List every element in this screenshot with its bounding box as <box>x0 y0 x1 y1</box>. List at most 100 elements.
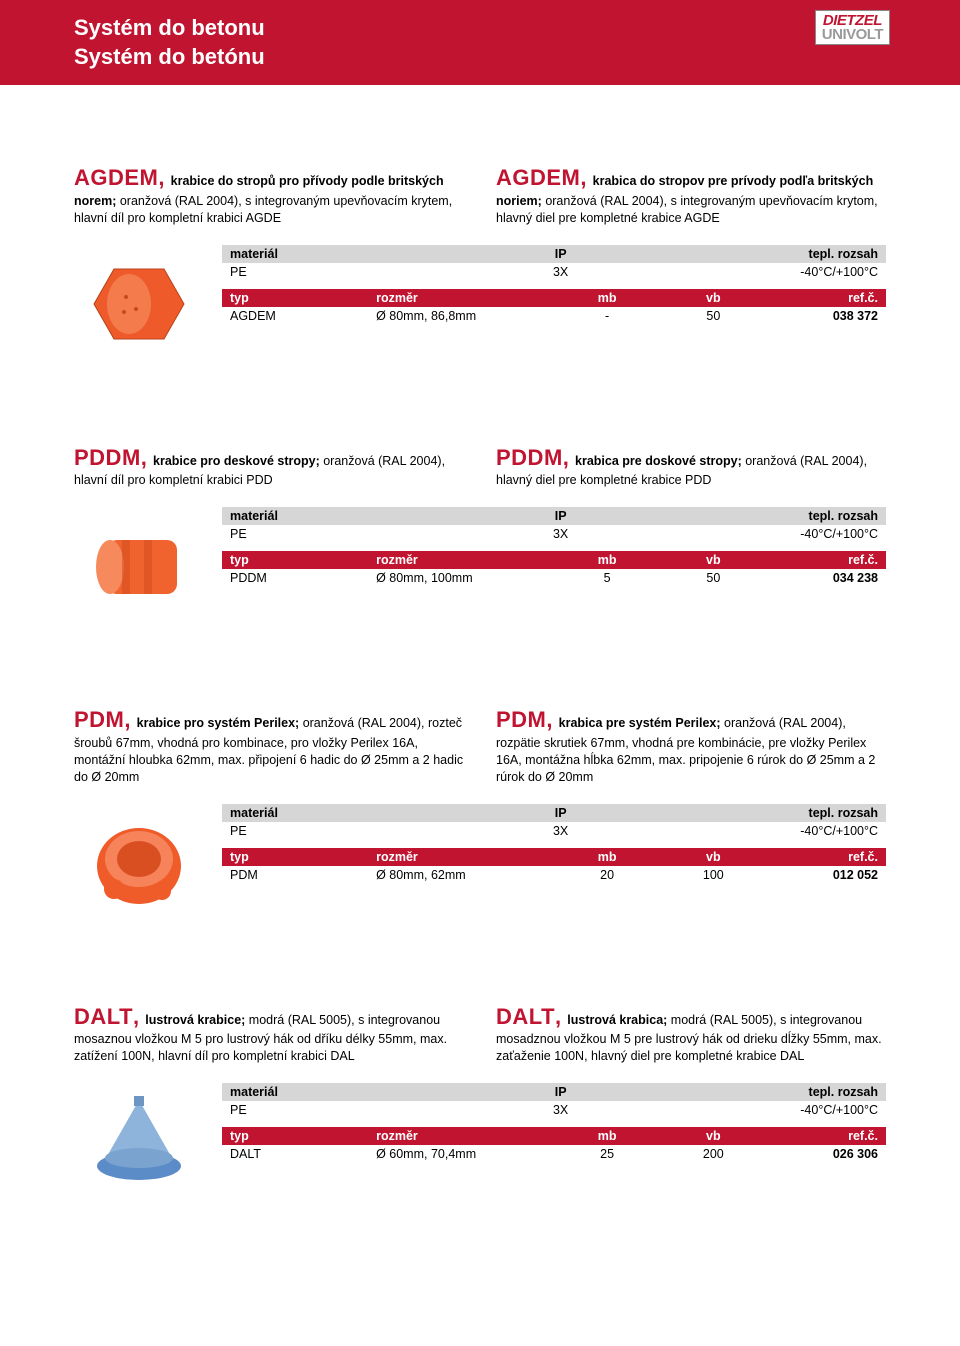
cell-vb: 200 <box>660 1145 766 1163</box>
col-rozmer: rozměr <box>368 551 554 569</box>
cell-mb: 20 <box>554 866 660 884</box>
cell-material: PE <box>222 263 461 281</box>
material-table: materiál IP tepl. rozsah PE 3X -40°C/+10… <box>222 245 886 281</box>
col-temp: tepl. rozsah <box>660 507 886 525</box>
product-image <box>74 507 204 627</box>
product-code: PDM <box>74 707 124 732</box>
table-row: AGDEM Ø 80mm, 86,8mm - 50 038 372 <box>222 307 886 325</box>
brand-logo: DIETZEL UNIVOLT <box>815 10 890 45</box>
cell-material: PE <box>222 822 461 840</box>
col-ip: IP <box>461 245 660 263</box>
cell-rozmer: Ø 80mm, 62mm <box>368 866 554 884</box>
cell-temp: -40°C/+100°C <box>660 822 886 840</box>
product-code: PDM <box>496 707 546 732</box>
product-body: materiál IP tepl. rozsah PE 3X -40°C/+10… <box>74 804 886 924</box>
description-cz: PDM, krabice pro systém Perilex; oranžov… <box>74 705 464 785</box>
col-ip: IP <box>461 804 660 822</box>
table-row: PE 3X -40°C/+100°C <box>222 263 886 281</box>
cell-typ: AGDEM <box>222 307 368 325</box>
cell-mb: 5 <box>554 569 660 587</box>
col-temp: tepl. rozsah <box>660 245 886 263</box>
spec-table: typ rozměr mb vb ref.č. AGDEM Ø 80mm, 86… <box>222 289 886 325</box>
col-ip: IP <box>461 1083 660 1101</box>
spec-table: typ rozměr mb vb ref.č. PDM Ø 80mm, 62mm… <box>222 848 886 884</box>
col-vb: vb <box>660 848 766 866</box>
description-row: DALT, lustrová krabice; modrá (RAL 5005)… <box>74 1002 886 1065</box>
cell-temp: -40°C/+100°C <box>660 525 886 543</box>
description-sk: PDDM, krabica pre doskové stropy; oranžo… <box>496 443 886 490</box>
product-image <box>74 804 204 924</box>
table-header-row: typ rozměr mb vb ref.č. <box>222 848 886 866</box>
product-code: PDDM <box>496 445 563 470</box>
cell-ip: 3X <box>461 1101 660 1119</box>
cell-material: PE <box>222 1101 461 1119</box>
description-row: PDDM, krabice pro deskové stropy; oranžo… <box>74 443 886 490</box>
cell-material: PE <box>222 525 461 543</box>
description-sk: DALT, lustrová krabica; modrá (RAL 5005)… <box>496 1002 886 1065</box>
cell-rozmer: Ø 80mm, 86,8mm <box>368 307 554 325</box>
product-code: AGDEM <box>74 165 158 190</box>
col-material: materiál <box>222 245 461 263</box>
table-header-row: typ rozměr mb vb ref.č. <box>222 1127 886 1145</box>
table-row: DALT Ø 60mm, 70,4mm 25 200 026 306 <box>222 1145 886 1163</box>
cell-vb: 100 <box>660 866 766 884</box>
col-mb: mb <box>554 848 660 866</box>
product-block: PDDM, krabice pro deskové stropy; oranžo… <box>74 443 886 628</box>
col-vb: vb <box>660 1127 766 1145</box>
cell-rozmer: Ø 60mm, 70,4mm <box>368 1145 554 1163</box>
page-title-sk: Systém do betónu <box>74 43 900 72</box>
col-material: materiál <box>222 1083 461 1101</box>
product-block: PDM, krabice pro systém Perilex; oranžov… <box>74 705 886 923</box>
product-block: DALT, lustrová krabice; modrá (RAL 5005)… <box>74 1002 886 1203</box>
col-rozmer: rozměr <box>368 289 554 307</box>
col-temp: tepl. rozsah <box>660 804 886 822</box>
cell-ip: 3X <box>461 822 660 840</box>
product-block: AGDEM, krabice do stropů pro přívody pod… <box>74 163 886 364</box>
table-header-row: typ rozměr mb vb ref.č. <box>222 551 886 569</box>
product-tables: materiál IP tepl. rozsah PE 3X -40°C/+10… <box>222 1083 886 1171</box>
cell-temp: -40°C/+100°C <box>660 263 886 281</box>
material-table: materiál IP tepl. rozsah PE 3X -40°C/+10… <box>222 804 886 840</box>
cell-ref: 012 052 <box>766 866 886 884</box>
product-image <box>74 1083 204 1203</box>
col-mb: mb <box>554 1127 660 1145</box>
product-tables: materiál IP tepl. rozsah PE 3X -40°C/+10… <box>222 245 886 333</box>
cell-typ: DALT <box>222 1145 368 1163</box>
logo-bot: UNIVOLT <box>822 28 883 42</box>
product-image <box>74 245 204 365</box>
cell-typ: PDDM <box>222 569 368 587</box>
table-row: PE 3X -40°C/+100°C <box>222 822 886 840</box>
col-material: materiál <box>222 507 461 525</box>
col-temp: tepl. rozsah <box>660 1083 886 1101</box>
product-body: materiál IP tepl. rozsah PE 3X -40°C/+10… <box>74 507 886 627</box>
table-header-row: materiál IP tepl. rozsah <box>222 507 886 525</box>
table-header-row: materiál IP tepl. rozsah <box>222 804 886 822</box>
col-ip: IP <box>461 507 660 525</box>
cell-mb: 25 <box>554 1145 660 1163</box>
product-code: DALT <box>496 1004 555 1029</box>
product-code: AGDEM <box>496 165 580 190</box>
header-band: Systém do betonu Systém do betónu DIETZE… <box>0 0 960 85</box>
col-ref: ref.č. <box>766 551 886 569</box>
table-header-row: materiál IP tepl. rozsah <box>222 1083 886 1101</box>
product-code: PDDM <box>74 445 141 470</box>
col-ref: ref.č. <box>766 1127 886 1145</box>
cell-ref: 026 306 <box>766 1145 886 1163</box>
col-vb: vb <box>660 551 766 569</box>
description-row: PDM, krabice pro systém Perilex; oranžov… <box>74 705 886 785</box>
col-typ: typ <box>222 289 368 307</box>
page-title-cz: Systém do betonu <box>74 14 900 43</box>
description-cz: PDDM, krabice pro deskové stropy; oranžo… <box>74 443 464 490</box>
material-table: materiál IP tepl. rozsah PE 3X -40°C/+10… <box>222 1083 886 1119</box>
col-mb: mb <box>554 551 660 569</box>
product-code: DALT <box>74 1004 133 1029</box>
cell-temp: -40°C/+100°C <box>660 1101 886 1119</box>
description-sk: AGDEM, krabica do stropov pre prívody po… <box>496 163 886 226</box>
col-ref: ref.č. <box>766 289 886 307</box>
cell-vb: 50 <box>660 307 766 325</box>
col-mb: mb <box>554 289 660 307</box>
product-tables: materiál IP tepl. rozsah PE 3X -40°C/+10… <box>222 804 886 892</box>
product-tables: materiál IP tepl. rozsah PE 3X -40°C/+10… <box>222 507 886 595</box>
table-header-row: materiál IP tepl. rozsah <box>222 245 886 263</box>
cell-typ: PDM <box>222 866 368 884</box>
